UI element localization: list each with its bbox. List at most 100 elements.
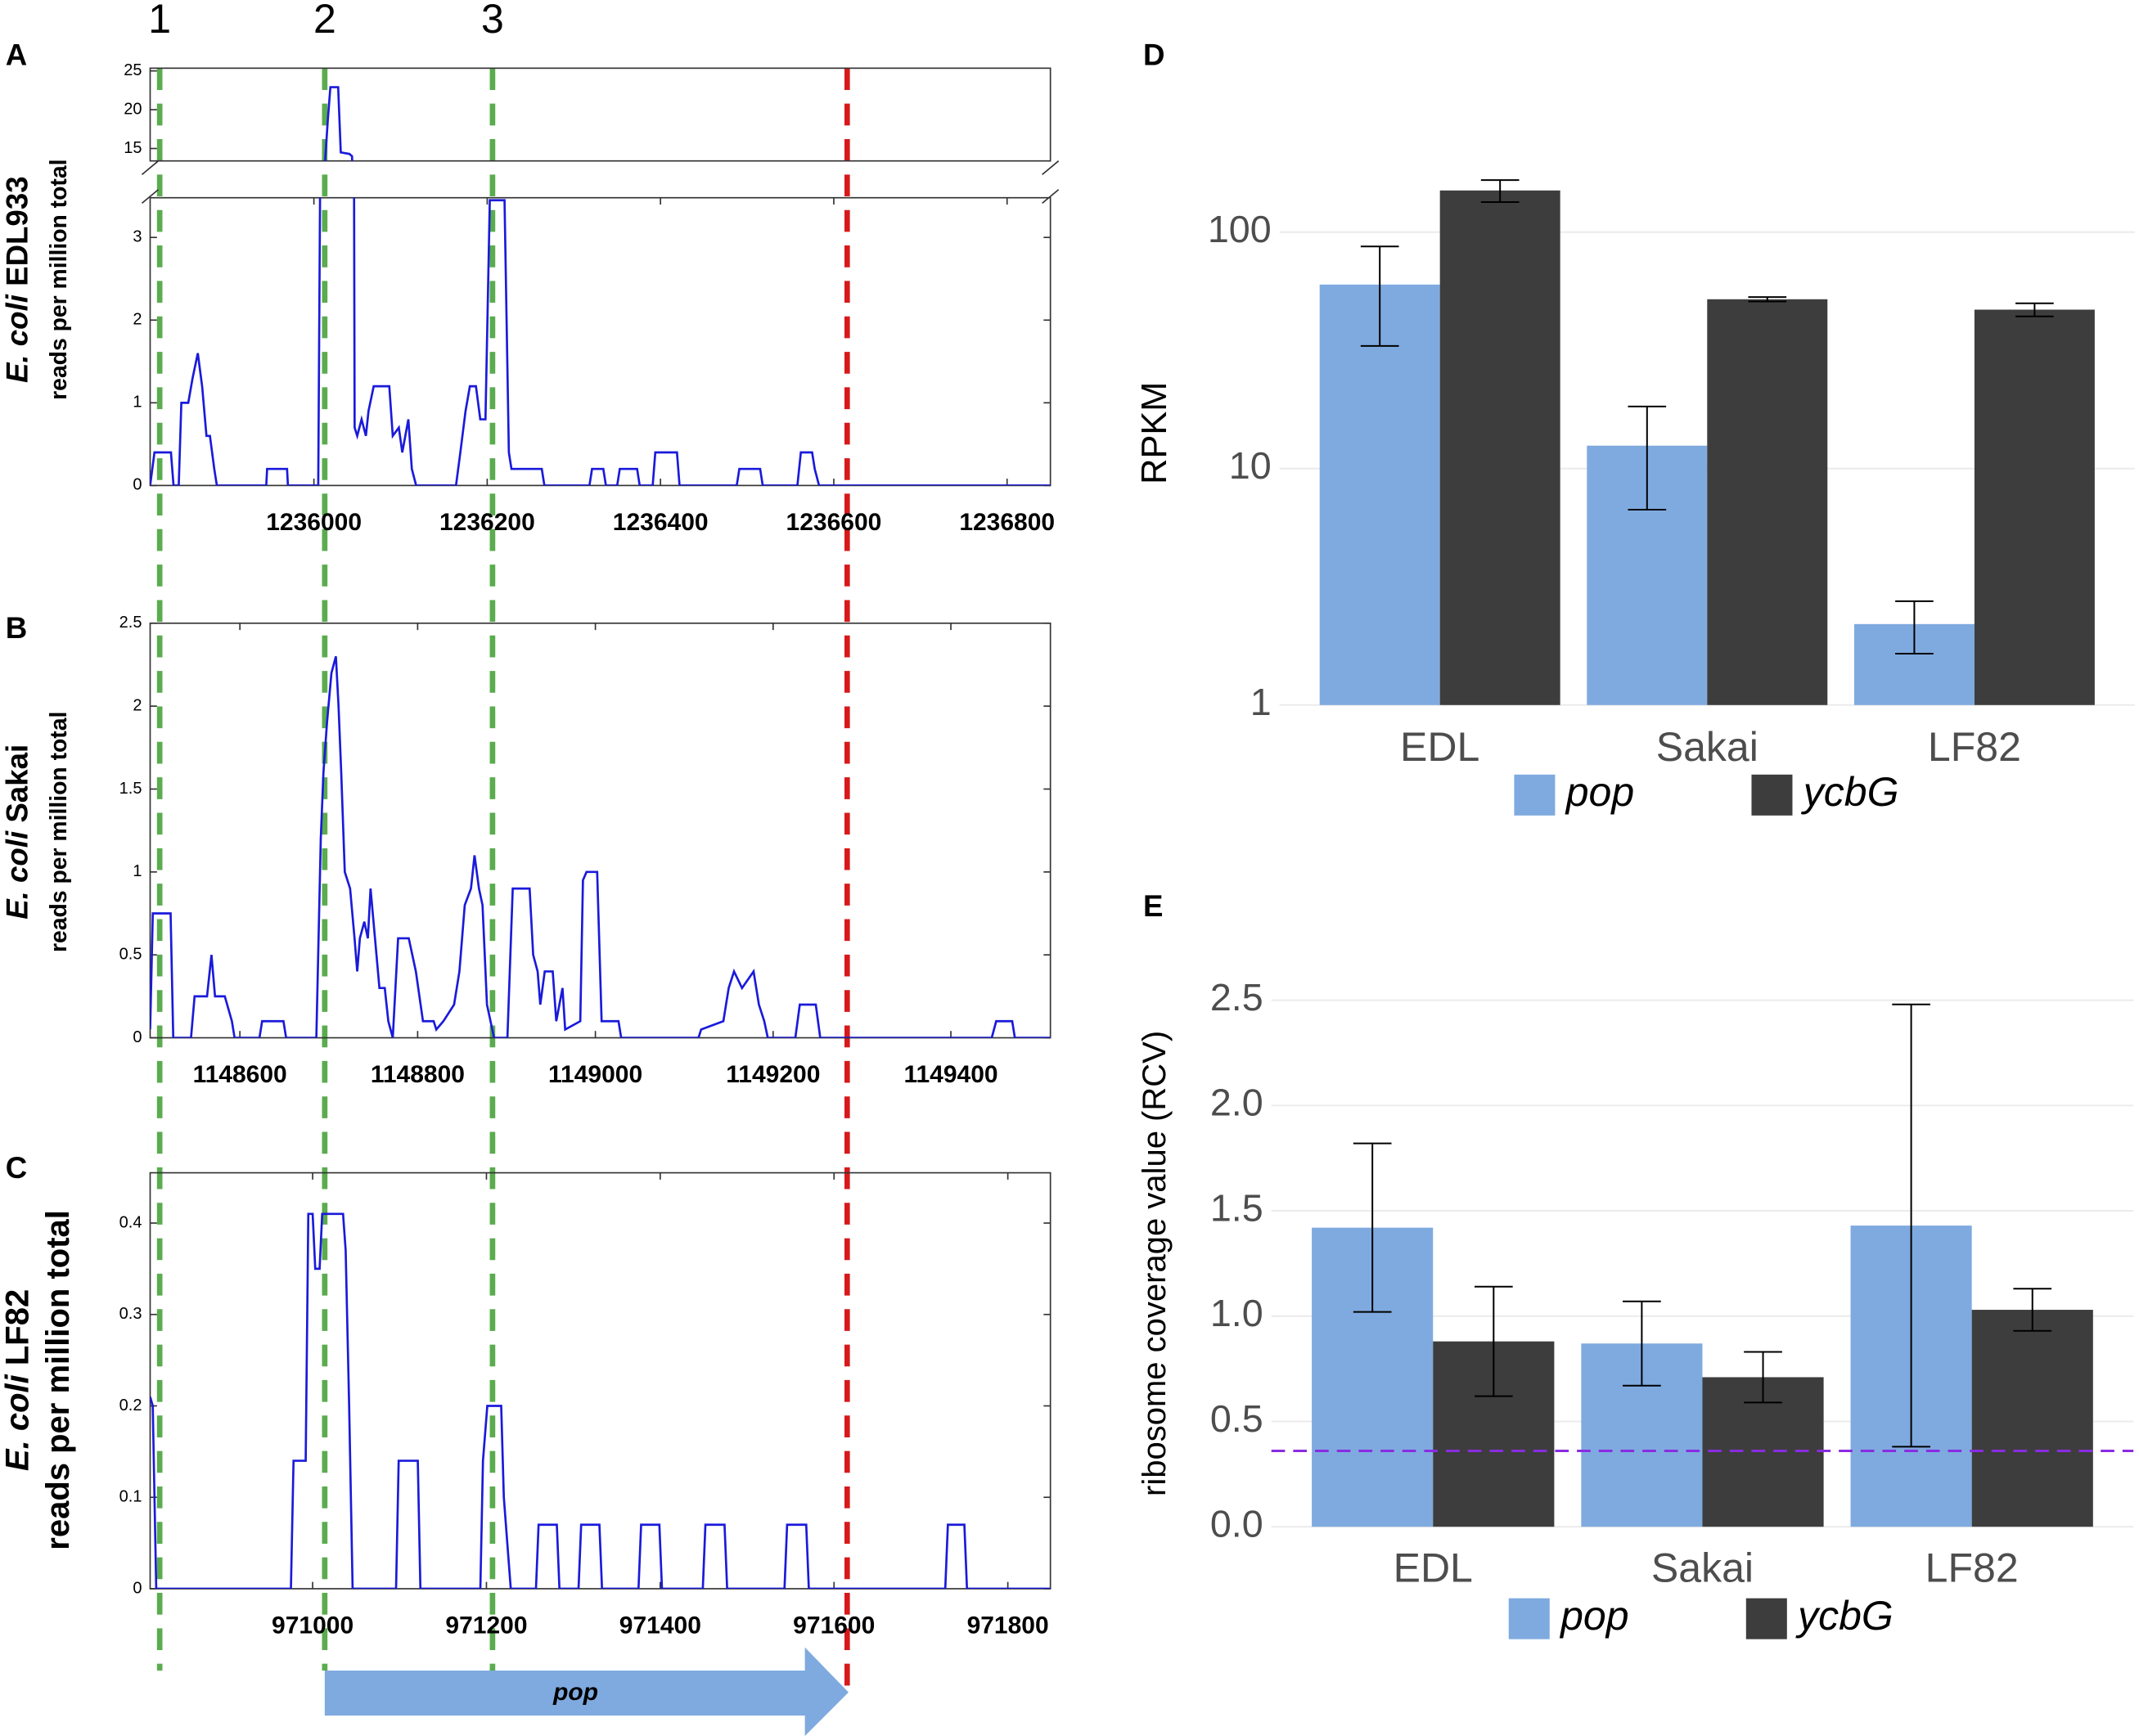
x-tick-label: 1236200: [439, 509, 535, 536]
x-tick-label: Sakai: [1651, 1545, 1754, 1591]
error-bar: [1628, 405, 1667, 511]
y-axis-title: reads per million total: [46, 712, 72, 952]
error-bar: [2013, 1288, 2052, 1332]
y-axis-title: E. coli LF82: [0, 1289, 35, 1471]
y-tick-label: 2.0: [1210, 1082, 1263, 1124]
legend-swatch: [1508, 1598, 1550, 1639]
space: [0, 823, 34, 831]
panel-label: D: [1143, 38, 1164, 72]
y-tick-label: 0.4: [119, 1213, 142, 1231]
space: [0, 286, 34, 295]
species: E. coli: [0, 830, 34, 920]
legend-swatch: [1751, 774, 1793, 816]
x-tick-label: LF82: [1928, 724, 2021, 770]
legend-label: ycbG: [1795, 1593, 1894, 1639]
panel-label: E: [1143, 889, 1163, 923]
legend-swatch: [1514, 774, 1556, 816]
x-tick-label: 1148800: [371, 1061, 465, 1088]
legend-label: ycbG: [1801, 769, 1899, 815]
coverage-line: [150, 655, 1051, 1038]
legend-label: pop: [1565, 769, 1634, 815]
x-tick-label: 1149200: [726, 1061, 820, 1088]
space: [0, 1365, 35, 1374]
y-tick-label: 0.1: [119, 1488, 142, 1506]
x-tick-label: EDL: [1400, 724, 1479, 770]
y-tick-label: 2.5: [119, 614, 142, 632]
error-bar: [1480, 179, 1520, 203]
y-tick-label: 1.0: [1210, 1292, 1263, 1334]
error-bar: [1360, 245, 1399, 347]
x-tick-label: 971600: [793, 1612, 875, 1639]
y-tick-label: 2.5: [1210, 976, 1263, 1019]
error-bar: [1895, 600, 1934, 654]
error-bar: [1623, 1300, 1661, 1387]
error-bar: [1353, 1142, 1392, 1313]
strain: EDL933: [0, 176, 34, 286]
y-axis-title: RPKM: [1135, 382, 1174, 484]
axis-break: [141, 189, 160, 205]
y-tick-label: 100: [1208, 208, 1272, 250]
panel-label: A: [6, 38, 27, 72]
panel-label: C: [6, 1151, 27, 1185]
marker-label: 3: [481, 0, 504, 42]
y-tick-label: 10: [1229, 444, 1272, 487]
y-tick-label: 0.0: [1210, 1503, 1263, 1545]
y-axis-title: reads per million total: [40, 1210, 76, 1550]
guides: [156, 68, 850, 1691]
y-tick-label: 15: [124, 139, 142, 157]
plot-frame: [149, 67, 1051, 162]
x-tick-label: 1236400: [613, 509, 709, 536]
x-tick-label: 1149400: [903, 1061, 997, 1088]
strain: LF82: [0, 1289, 35, 1365]
x-tick-label: 1236800: [959, 509, 1055, 536]
y-tick-label: 1.5: [119, 780, 142, 798]
x-tick-label: Sakai: [1656, 724, 1758, 770]
y-axis-title: reads per million total: [46, 160, 72, 400]
x-tick-label: 1236000: [266, 509, 362, 536]
error-bar: [1892, 1003, 1930, 1448]
y-tick-label: 20: [124, 100, 142, 118]
y-tick-label: 0.5: [119, 945, 142, 963]
legend-swatch: [1745, 1598, 1787, 1639]
species: E. coli: [0, 1374, 35, 1471]
y-tick-label: 1: [133, 394, 142, 412]
axis-break: [1042, 160, 1060, 176]
gene-label: pop: [552, 1679, 598, 1706]
y-tick-label: 1.5: [1210, 1186, 1263, 1229]
y-tick-label: 0: [133, 476, 142, 494]
y-tick-label: 25: [124, 61, 142, 79]
bar: [1974, 309, 2095, 705]
x-tick-label: 1149000: [548, 1061, 642, 1088]
legend-label: pop: [1559, 1593, 1628, 1639]
y-axis-title: E. coli Sakai: [0, 744, 34, 920]
x-tick-label: LF82: [1925, 1545, 2019, 1591]
y-tick-label: 0.2: [119, 1396, 142, 1414]
y-tick-label: 1: [1250, 681, 1272, 723]
bar: [1707, 299, 1828, 705]
y-tick-label: 3: [133, 227, 142, 245]
y-tick-label: 0.5: [1210, 1397, 1263, 1440]
error-bar: [2015, 302, 2054, 317]
x-tick-label: 1148600: [193, 1061, 287, 1088]
y-tick-label: 2: [133, 696, 142, 714]
marker-label: 1: [148, 0, 171, 42]
y-tick-label: 0: [133, 1028, 142, 1046]
x-tick-label: 971800: [967, 1612, 1049, 1639]
species: E. coli: [0, 294, 34, 383]
axis-break: [1042, 189, 1060, 205]
x-tick-label: EDL: [1394, 1545, 1473, 1591]
x-tick-label: 971400: [619, 1612, 701, 1639]
strain: Sakai: [0, 744, 34, 823]
plot-frame: [149, 196, 1051, 487]
error-bar: [1474, 1285, 1513, 1397]
bar: [1319, 284, 1440, 705]
error-bar: [1744, 1351, 1782, 1404]
plot-frame: [149, 1172, 1051, 1590]
x-tick-label: 971200: [445, 1612, 527, 1639]
x-tick-label: 971000: [272, 1612, 353, 1639]
y-tick-label: 0: [133, 1579, 142, 1597]
y-axis-title: E. coli EDL933: [0, 176, 34, 383]
y-tick-label: 1: [133, 862, 142, 880]
